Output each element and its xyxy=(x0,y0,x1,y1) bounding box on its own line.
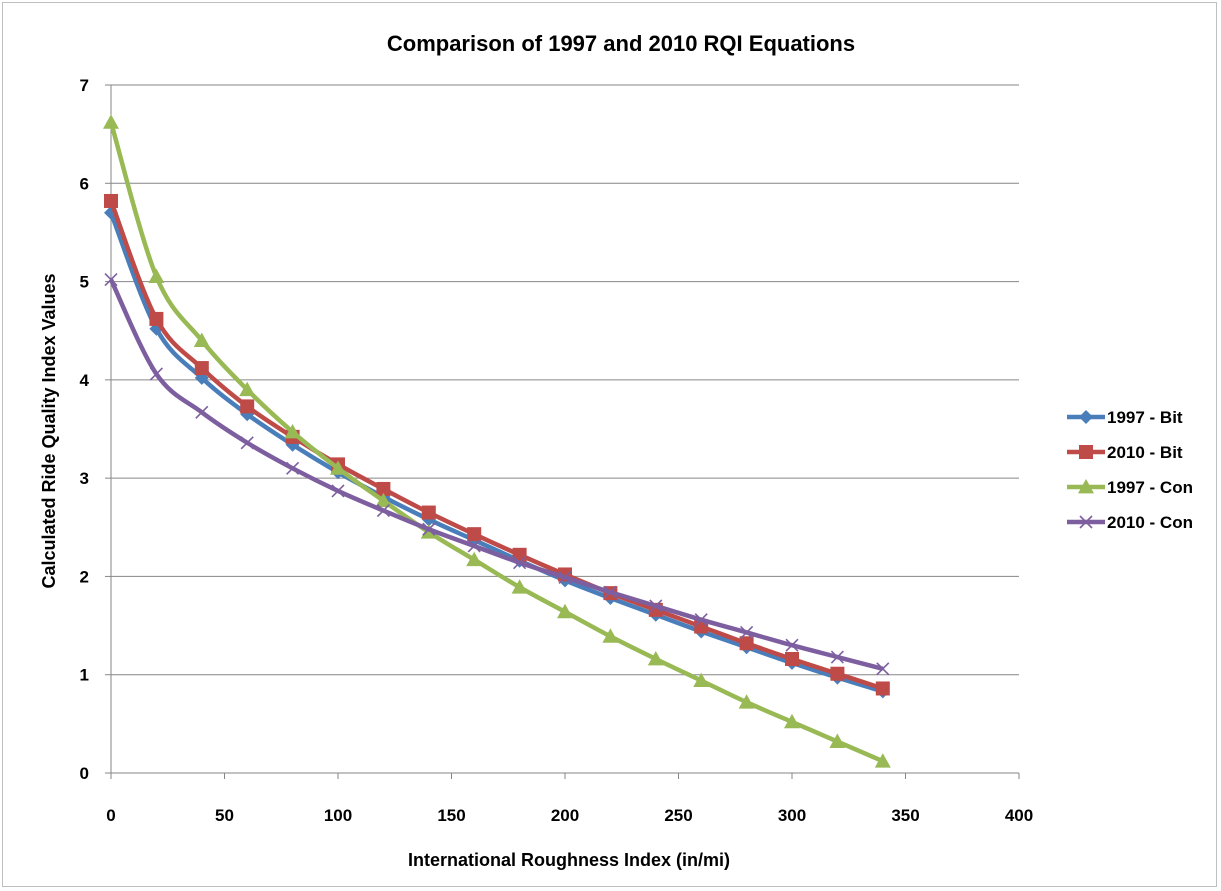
data-point-2010-con xyxy=(740,625,754,640)
data-point-1997-con xyxy=(466,551,483,567)
legend-item-2010-bit: 2010 - Bit xyxy=(1067,443,1183,462)
y-tick-label: 7 xyxy=(80,76,89,95)
data-point-1997-con xyxy=(375,492,392,508)
legend-label: 2010 - Bit xyxy=(1107,443,1183,462)
gridlines xyxy=(111,84,1019,676)
y-axis-title: Calculated Ride Quality Index Values xyxy=(39,273,59,588)
data-point-2010-bit xyxy=(467,527,482,542)
data-point-2010-con xyxy=(558,570,572,584)
data-point-2010-bit xyxy=(421,505,436,520)
axes: 0 1 2 3 4 5 6 7 0 50 100 150 200 250 300 350 400 xyxy=(80,76,1034,825)
legend-item-2010-con: 2010 - Con xyxy=(1067,513,1193,532)
legend-label: 1997 - Bit xyxy=(1107,408,1183,427)
data-point-2010-bit xyxy=(830,666,845,681)
x-tick-label: 50 xyxy=(215,806,234,825)
legend-item-1997-con: 1997 - Con xyxy=(1067,478,1193,497)
data-point-1997-con xyxy=(284,423,301,439)
x-axis-title: International Roughness Index (in/mi) xyxy=(408,850,730,870)
legend-label: 1997 - Con xyxy=(1107,478,1193,497)
x-tick-label: 0 xyxy=(106,806,115,825)
data-point-2010-bit xyxy=(240,399,255,414)
series-line-1997-con xyxy=(108,121,884,764)
data-point-2010-bit xyxy=(875,681,890,696)
data-point-1997-con xyxy=(103,114,119,129)
data-point-2010-bit xyxy=(785,651,799,666)
data-point-1997-con xyxy=(647,650,664,666)
data-point-2010-con xyxy=(422,522,436,536)
chart-title: Comparison of 1997 and 2010 RQI Equation… xyxy=(387,31,855,56)
data-point-2010-bit xyxy=(376,481,391,496)
x-tick-label: 300 xyxy=(778,806,806,825)
data-point-1997-con xyxy=(557,603,573,619)
data-point-2010-bit xyxy=(194,361,209,376)
chart-canvas: Comparison of 1997 and 2010 RQI Equation… xyxy=(39,31,1193,870)
legend: 1997 - Bit 2010 - Bit 1997 - Con 2010 - Con xyxy=(1067,408,1193,532)
data-point-1997-con xyxy=(148,268,165,284)
legend-item-1997-bit: 1997 - Bit xyxy=(1067,408,1183,427)
legend-label: 2010 - Con xyxy=(1107,513,1193,532)
data-point-1997-con xyxy=(511,579,528,594)
x-tick-label: 200 xyxy=(551,806,579,825)
legend-swatch-marker xyxy=(1078,479,1094,494)
data-point-2010-con xyxy=(694,613,708,627)
data-point-1997-con xyxy=(784,713,800,729)
y-tick-label: 1 xyxy=(80,666,89,685)
data-point-2010-bit xyxy=(104,193,118,208)
data-point-2010-con xyxy=(467,539,481,553)
y-tick-label: 3 xyxy=(80,469,89,488)
x-tick-label: 400 xyxy=(1005,806,1033,825)
series-line-2010-bit xyxy=(108,200,884,691)
series-line-2010-con xyxy=(108,278,884,671)
data-point-2010-con xyxy=(513,556,527,570)
data-point-2010-con xyxy=(876,662,890,676)
data-point-1997-con xyxy=(693,672,710,688)
data-point-2010-con xyxy=(286,461,300,475)
data-point-2010-con xyxy=(331,484,345,498)
y-tick-label: 5 xyxy=(80,273,89,292)
data-point-1997-con xyxy=(738,694,755,709)
data-point-2010-bit xyxy=(149,311,164,326)
data-point-2010-bit xyxy=(739,636,754,651)
data-point-2010-con xyxy=(830,650,844,664)
series-line-1997-bit xyxy=(108,211,884,694)
series-1997-bit xyxy=(104,205,890,699)
data-point-2010-con xyxy=(376,504,390,518)
data-point-2010-con xyxy=(240,436,254,450)
x-tick-label: 350 xyxy=(891,806,919,825)
plot-series xyxy=(103,114,891,768)
data-point-2010-con xyxy=(104,273,118,287)
y-tick-label: 2 xyxy=(80,567,89,586)
x-tick-label: 150 xyxy=(437,806,465,825)
y-tick-label: 4 xyxy=(80,371,90,390)
series-1997-con xyxy=(103,114,891,768)
x-tick-label: 100 xyxy=(324,806,352,825)
data-point-1997-con xyxy=(829,733,846,748)
data-point-1997-con xyxy=(239,381,256,397)
data-point-2010-con xyxy=(149,367,163,381)
data-point-2010-con xyxy=(785,638,799,652)
data-point-1997-con xyxy=(602,628,619,643)
data-point-2010-con xyxy=(649,599,663,613)
legend-swatch-marker xyxy=(1079,515,1093,529)
data-point-1997-con xyxy=(193,332,210,347)
data-point-1997-con xyxy=(330,460,346,475)
x-tick-label: 250 xyxy=(664,806,692,825)
series-2010-bit xyxy=(104,193,890,696)
y-tick-label: 0 xyxy=(80,764,89,783)
data-point-1997-con xyxy=(874,753,891,768)
y-tick-label: 6 xyxy=(80,174,89,193)
data-point-2010-con xyxy=(195,405,209,419)
legend-swatch-marker xyxy=(1079,410,1093,424)
data-point-2010-con xyxy=(603,585,617,599)
legend-swatch-marker xyxy=(1079,445,1093,459)
series-2010-con xyxy=(104,273,890,676)
